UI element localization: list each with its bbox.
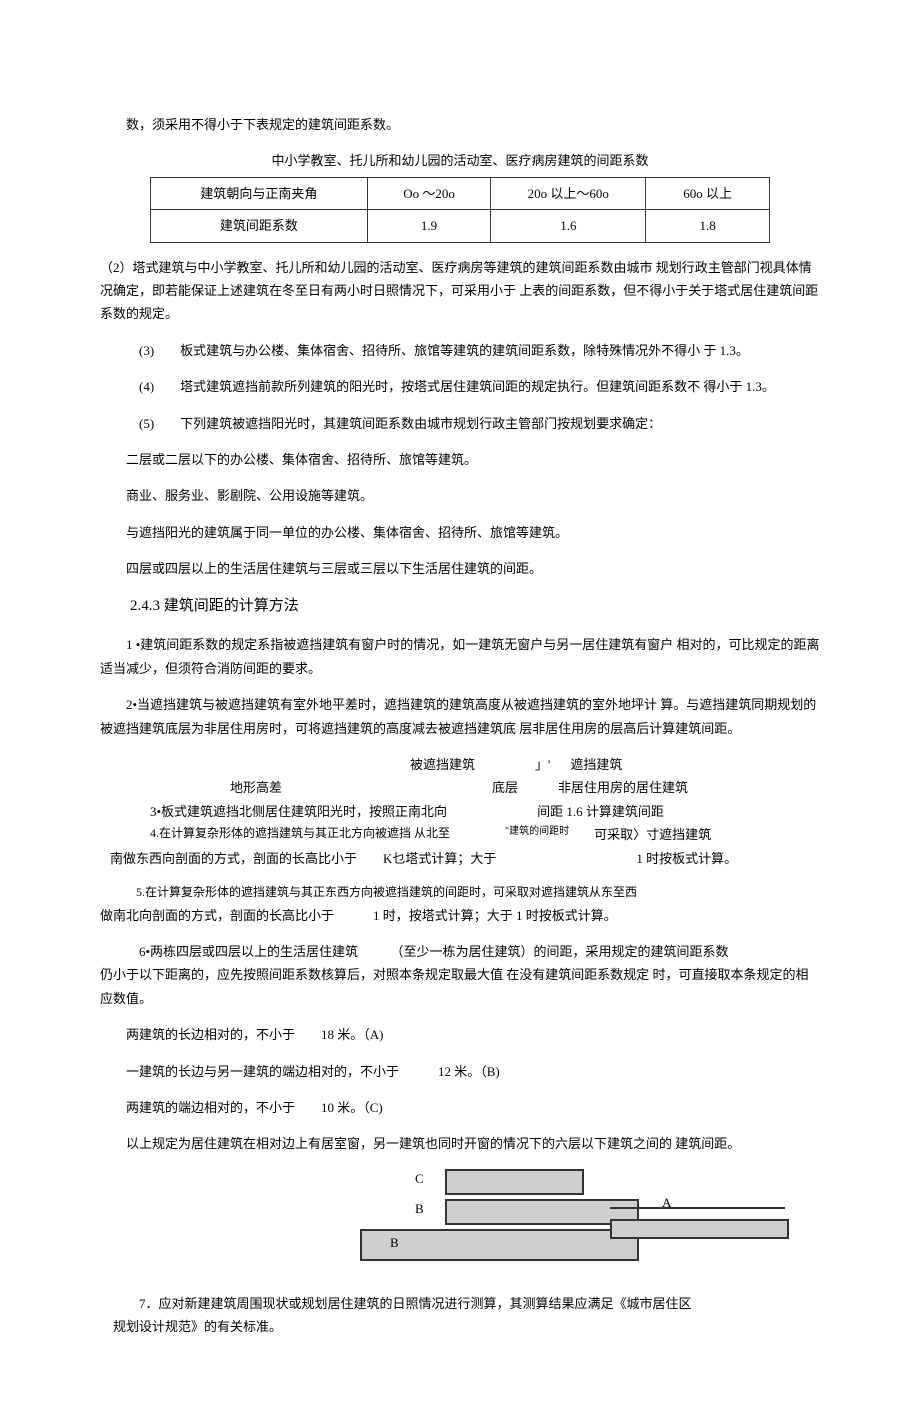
cell: 建筑朝向与正南夹角 [151,177,368,209]
cb-label: 3•板式建筑遮挡北侧居住建筑阳光时，按照正南北向 [150,800,447,823]
complex-text-block: 被遮挡建筑 」' 遮挡建筑 地形高差 底层 非居住用房的居住建筑 3•板式建筑遮… [100,753,820,870]
diagram-label: A [662,1191,671,1214]
item-3: (3) 板式建筑与办公楼、集体宿舍、招待所、旅馆等建筑的建筑间距系数，除特殊情况… [139,339,820,362]
distance-coefficient-table: 建筑朝向与正南夹角 Oo 〜20o 20o 以上〜60o 60o 以上 建筑间距… [150,177,770,243]
p243-7: 7．应对新建建筑周围现状或规划居住建筑的日照情况进行测算，其测算结果应满足《城市… [100,1292,820,1315]
p243-5a: 5.在计算复杂形体的遮挡建筑与其正东西方向被遮挡建筑的间距时，可采取对遮挡建筑从… [100,882,820,904]
sub-c: 与遮挡阳光的建筑属于同一单位的办公楼、集体宿舍、招待所、旅馆等建筑。 [126,521,820,544]
intro-line: 数，须采用不得小于下表规定的建筑间距系数。 [100,113,820,136]
sub-a: 二层或二层以下的办公楼、集体宿舍、招待所、旅馆等建筑。 [126,448,820,471]
cb-label: 1 时按板式计算。 [636,847,737,870]
p243-2: 2•当遮挡建筑与被遮挡建筑有室外地平差时，遮挡建筑的建筑高度从被遮挡建筑的室外地… [100,693,820,740]
table-row: 建筑间距系数 1.9 1.6 1.8 [151,210,770,242]
cell: 1.6 [491,210,646,242]
sub-b: 商业、服务业、影剧院、公用设施等建筑。 [126,484,820,507]
p243-7b: 规划设计规范》的有关标准。 [100,1315,820,1338]
cb-label: 被遮挡建筑 [410,753,475,776]
diagram-box [610,1219,789,1239]
dist-b: 一建筑的长边与另一建筑的端边相对的，不小于 12 米。（B) [126,1060,820,1083]
diagram-line [610,1207,785,1209]
cb-label: 」' [535,753,550,776]
paragraph-2: （2）塔式建筑与中小学教室、托儿所和幼儿园的活动室、医疗病房等建筑的建筑间距系数… [100,256,820,326]
p243-6b: 仍小于以下距离的，应先按照间距系数核算后，对照本条规定取最大值 在没有建筑间距系… [100,963,820,1010]
sub-d: 四层或四层以上的生活居住建筑与三层或三层以下生活居住建筑的间距。 [126,557,820,580]
cb-label: 地形高差 [230,776,282,799]
p243-1: 1 •建筑间距系数的规定系指被遮挡建筑有窗户时的情况，如一建筑无窗户与另一居住建… [100,633,820,680]
dist-a: 两建筑的长边相对的，不小于 18 米。（A) [126,1023,820,1046]
diagram-label: B [390,1231,399,1254]
cb-label: 可采取〉寸遮挡建筑 [594,823,711,846]
cb-label: 4.在计算复杂形体的遮挡建筑与其正北方向被遮挡 从北至 [150,823,450,846]
building-diagram: CBBA [180,1169,880,1279]
dist-note: 以上规定为居住建筑在相对边上有居室窗，另一建筑也同时开窗的情况下的六层以下建筑之… [126,1132,820,1155]
cell: Oo 〜20o [367,177,491,209]
cell: 1.8 [646,210,770,242]
cell: 建筑间距系数 [151,210,368,242]
cb-label: 非居住用房的居住建筑 [558,776,688,799]
cell: 20o 以上〜60o [491,177,646,209]
item-5: (5) 下列建筑被遮挡阳光时，其建筑间距系数由城市规划行政主管部门按规划要求确定… [139,412,820,435]
diagram-label: B [415,1197,424,1220]
p243-5b: 做南北向剖面的方式，剖面的长高比小于 1 时，按塔式计算；大于 1 时按板式计算… [100,904,820,927]
cb-label: 南做东西向剖面的方式，剖面的长高比小于 K乜塔式计算；大于 [110,847,496,870]
section-title-243: 2.4.3 建筑间距的计算方法 [130,593,820,620]
diagram-box [445,1169,584,1195]
table-caption: 中小学教室、托儿所和幼儿园的活动室、医疗病房建筑的间距系数 [100,149,820,172]
cell: 60o 以上 [646,177,770,209]
p243-6a: 6•两栋四层或四层以上的生活居住建筑 （至少一栋为居住建筑）的间距，采用规定的建… [100,940,820,963]
diagram-box [360,1229,639,1261]
dist-c: 两建筑的端边相对的，不小于 10 米。（C) [126,1096,820,1119]
cb-label: 间距 1.6 计算建筑间距 [537,800,664,823]
cb-label: 底层 [492,776,518,799]
cb-label: "建筑的间距时 [505,823,569,846]
item-4: (4) 塔式建筑遮挡前款所列建筑的阳光时，按塔式居住建筑间距的规定执行。但建筑间… [139,375,820,398]
table-row: 建筑朝向与正南夹角 Oo 〜20o 20o 以上〜60o 60o 以上 [151,177,770,209]
cb-label: 遮挡建筑 [570,753,622,776]
cell: 1.9 [367,210,491,242]
diagram-label: C [415,1167,424,1190]
